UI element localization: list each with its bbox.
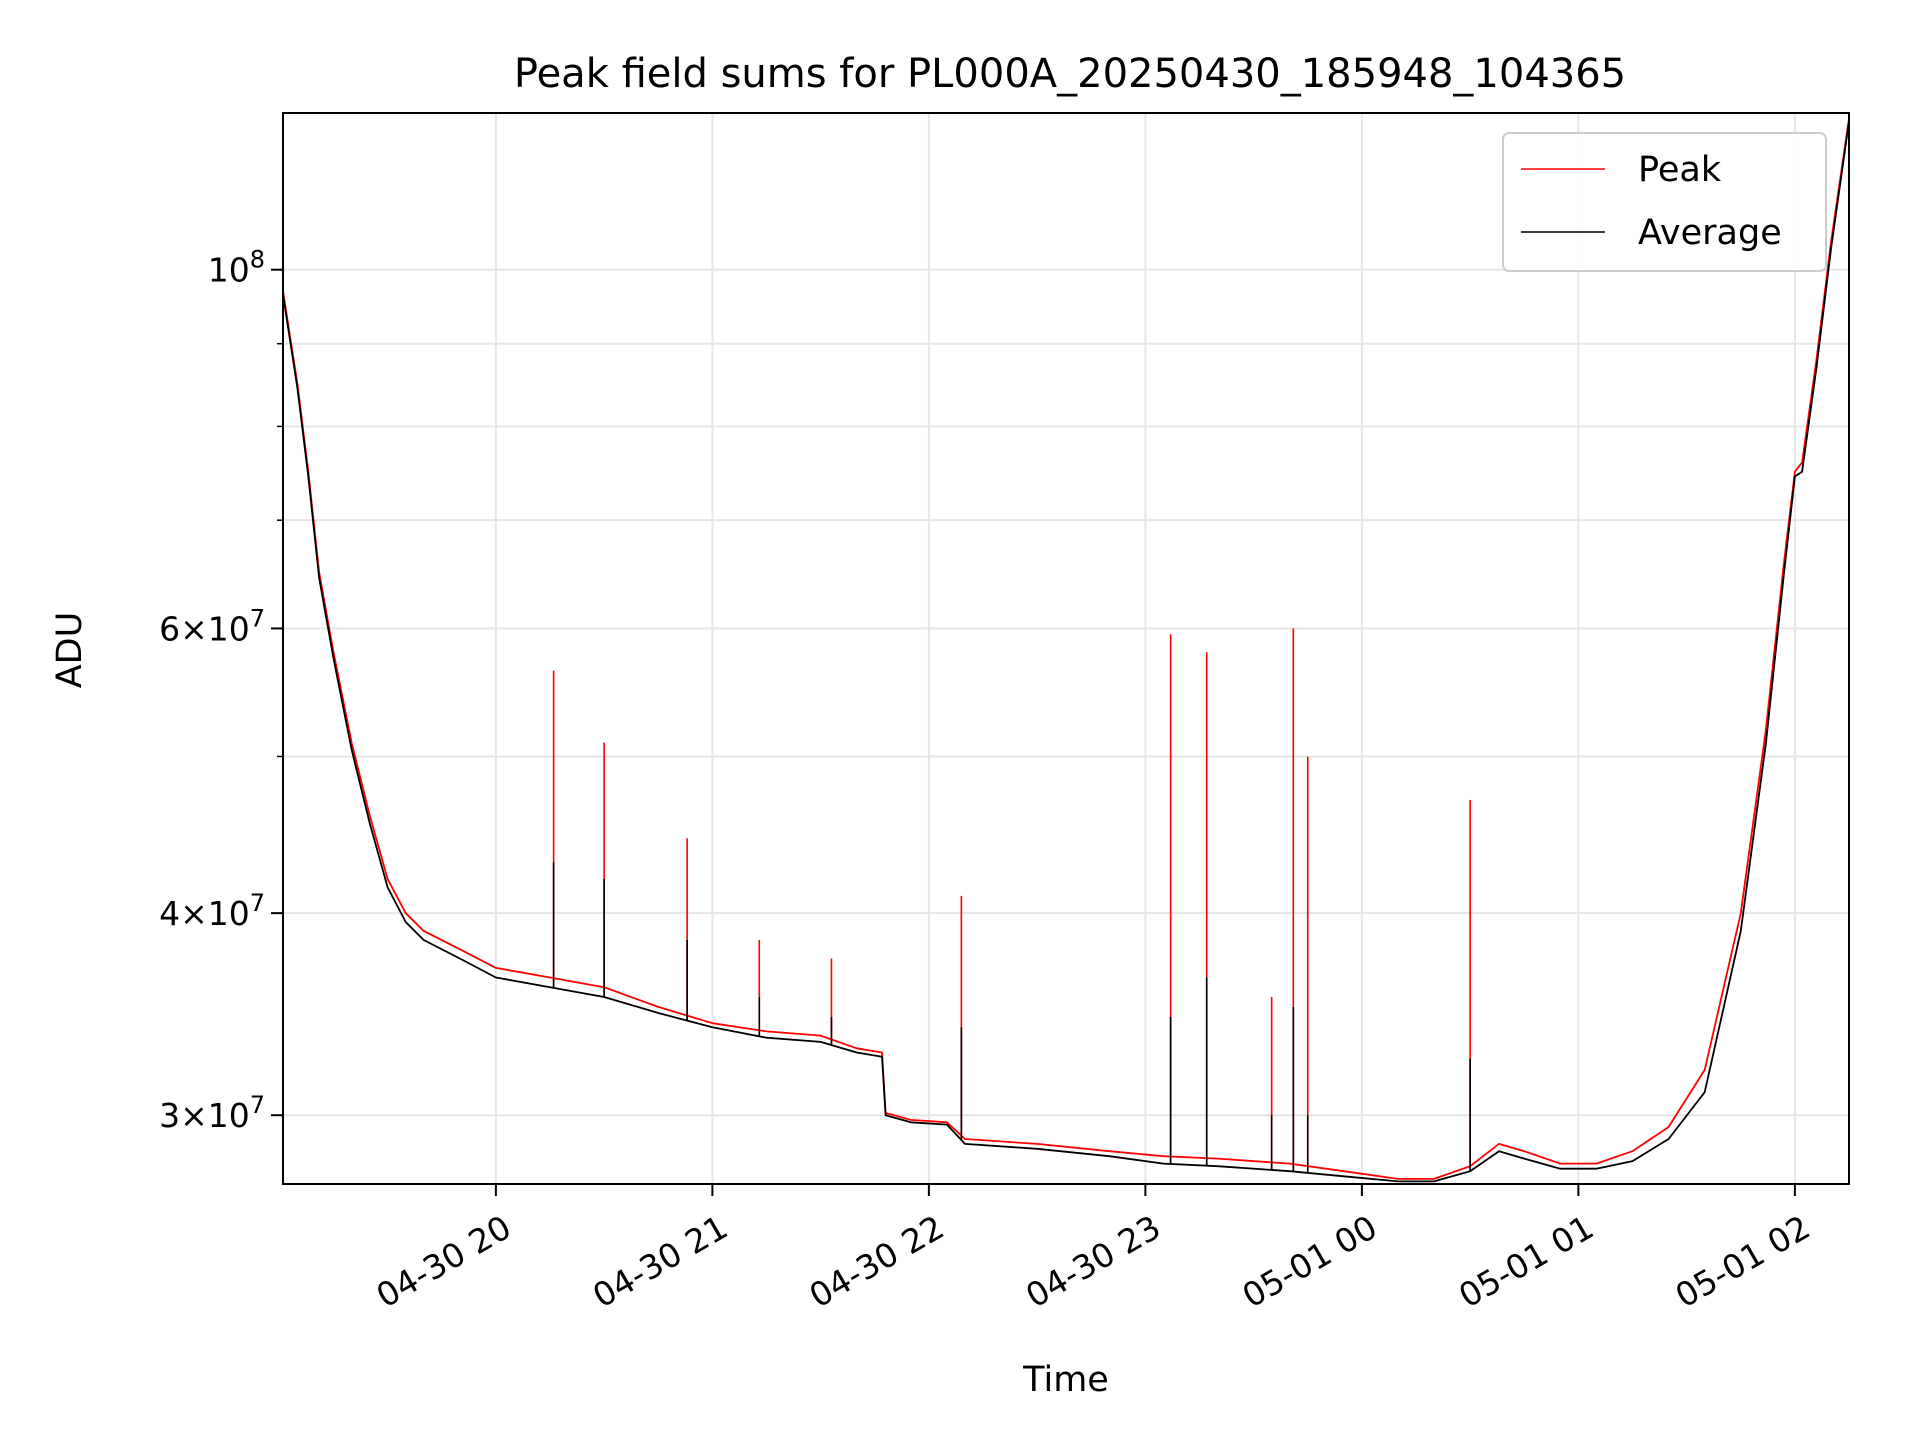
y-axis: 3×107 4×107 6×107 108 (159, 246, 283, 1135)
grid (283, 113, 1849, 1184)
plot-area (282, 118, 1850, 1183)
x-axis: 04-30 20 04-30 21 04-30 22 04-30 23 05-01 00… (370, 1184, 1817, 1315)
peak-line (282, 118, 1850, 1180)
axes-frame (282, 112, 1850, 1185)
y-tick-label: 3×107 (159, 1091, 265, 1135)
x-axis-label: Time (1022, 1360, 1109, 1400)
x-tick-label: 05-01 00 (1236, 1207, 1384, 1315)
series-average (282, 121, 1850, 1183)
chart-title: Peak field sums for PL000A_20250430_1859… (514, 51, 1626, 97)
legend-average-label: Average (1638, 213, 1782, 253)
x-tick-label: 04-30 22 (803, 1207, 951, 1315)
series-peak (282, 118, 1850, 1180)
x-tick-label: 05-01 01 (1452, 1207, 1600, 1315)
legend-peak-label: Peak (1638, 150, 1722, 190)
y-tick-label: 108 (208, 246, 265, 290)
x-tick-label: 04-30 20 (370, 1207, 518, 1315)
average-line (282, 121, 1850, 1183)
y-tick-label: 4×107 (159, 889, 265, 933)
x-tick-label: 04-30 23 (1019, 1207, 1167, 1315)
y-tick-label: 6×107 (159, 604, 265, 648)
x-tick-label: 04-30 21 (586, 1207, 734, 1315)
legend-frame (1502, 132, 1827, 272)
x-tick-label: 05-01 02 (1669, 1207, 1817, 1315)
y-axis-label: ADU (50, 612, 90, 689)
legend: Peak Average (1502, 132, 1827, 272)
